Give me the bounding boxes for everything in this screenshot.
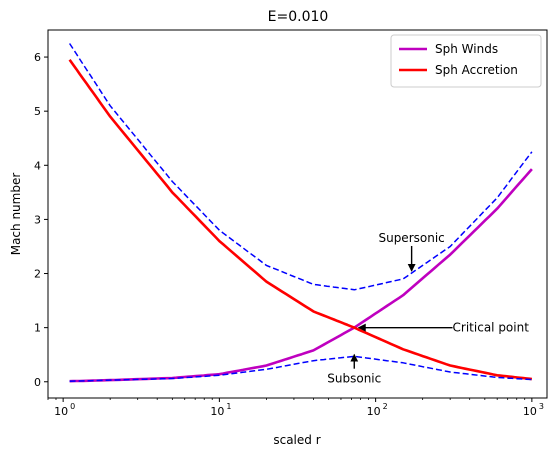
series-line-sph-accretion (68, 59, 533, 381)
annotation-critical-point: Critical point (453, 321, 530, 335)
y-tick-label: 0 (34, 376, 41, 389)
chart-title: E=0.010 (268, 9, 329, 25)
x-tick-exponent: 2 (383, 402, 388, 411)
y-tick-label: 3 (34, 213, 41, 226)
legend-box (390, 34, 542, 88)
x-tick-label: 10 (523, 405, 537, 418)
y-axis-label: Mach number (9, 173, 23, 256)
x-tick-exponent: 1 (226, 402, 231, 411)
series-line-sph-winds (69, 168, 533, 383)
annotation-subsonic: Subsonic (327, 372, 381, 386)
y-tick-label: 5 (34, 105, 41, 118)
x-tick-label: 10 (54, 405, 68, 418)
x-axis-label: scaled r (273, 433, 320, 447)
x-tick-label: 10 (367, 405, 381, 418)
series-line-dashed-2 (68, 43, 533, 291)
y-tick-label: 6 (34, 51, 41, 64)
y-tick-label: 1 (34, 322, 41, 335)
annotation-supersonic: Supersonic (378, 231, 444, 245)
legend-label-sph-accretion: Sph Accretion (435, 63, 518, 77)
plot-frame (47, 29, 548, 399)
x-tick-exponent: 3 (539, 402, 544, 411)
legend-label-sph-winds: Sph Winds (435, 42, 498, 56)
series-line-dashed-3 (69, 355, 532, 382)
x-tick-label: 10 (210, 405, 224, 418)
x-tick-exponent: 0 (70, 402, 75, 411)
y-tick-label: 2 (34, 268, 41, 281)
y-tick-label: 4 (34, 159, 41, 172)
legend: Sph Winds Sph Accretion (390, 34, 542, 88)
